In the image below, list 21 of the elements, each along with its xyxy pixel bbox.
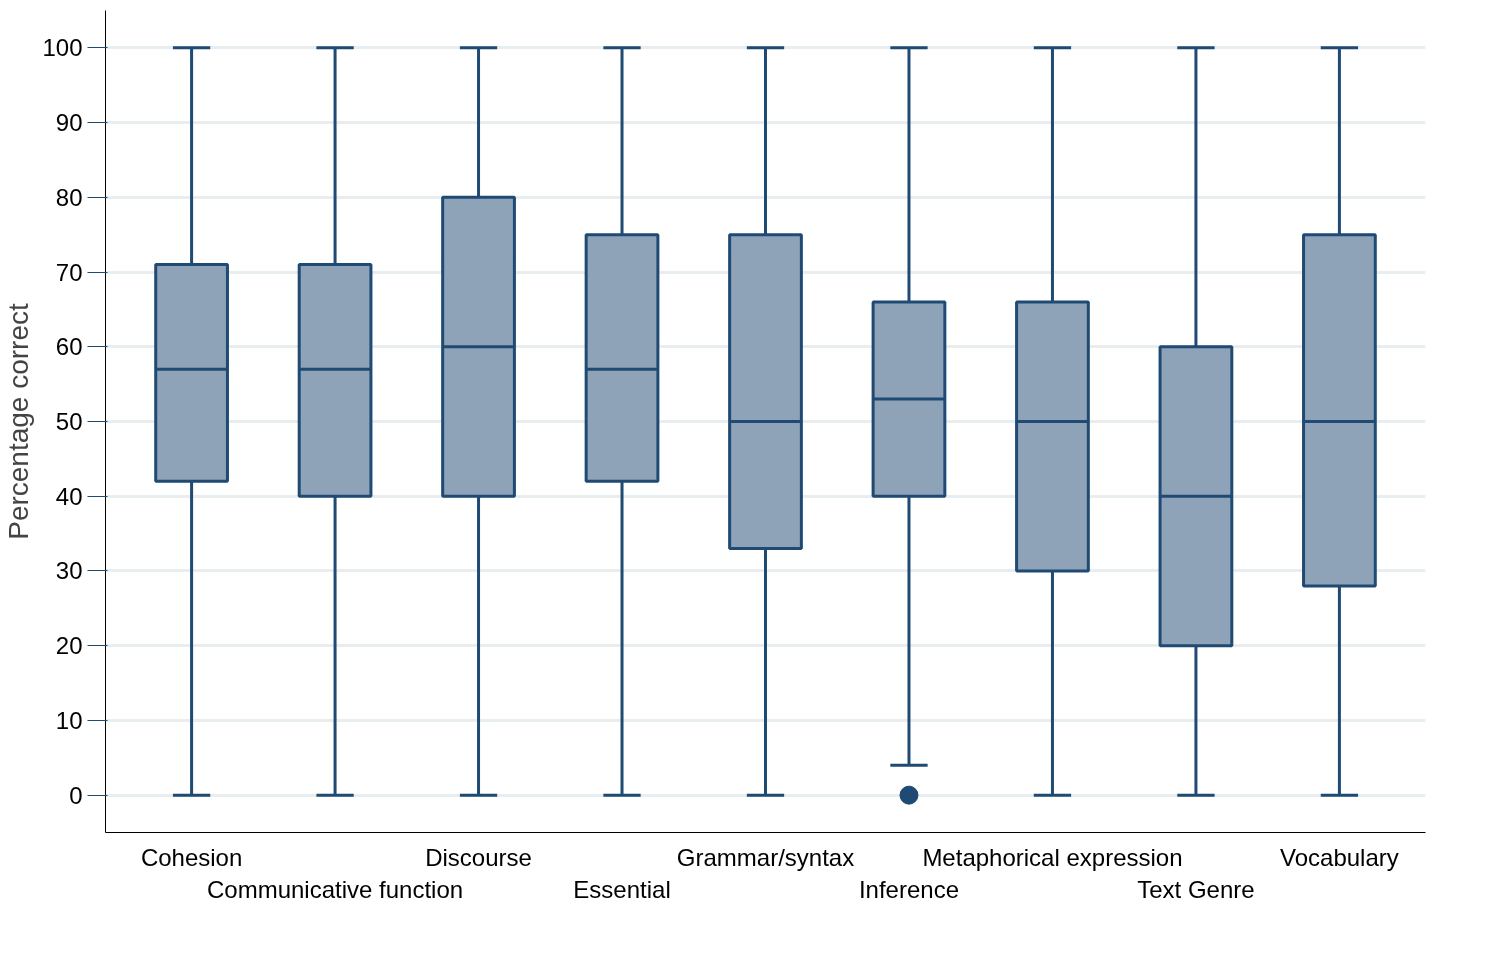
x-tick-label: Vocabulary — [1280, 843, 1399, 871]
y-tick-label: 60 — [55, 333, 83, 361]
x-tick-label: Grammar/syntax — [676, 843, 855, 871]
x-tick-label: Metaphorical expression — [922, 843, 1183, 871]
x-tick-label: Essential — [573, 875, 671, 903]
y-tick-label: 90 — [55, 109, 83, 137]
y-axis-title: Percentage correct — [3, 303, 35, 540]
x-tick-label: Communicative function — [207, 875, 464, 903]
y-tick-label: 0 — [69, 781, 83, 809]
x-tick-label: Inference — [858, 875, 960, 903]
y-tick-label: 20 — [55, 632, 83, 660]
y-tick-label: 40 — [55, 482, 83, 510]
x-tick-label: Text Genre — [1137, 875, 1255, 903]
x-tick-label: Cohesion — [140, 843, 243, 871]
x-tick-label: Discourse — [425, 843, 532, 871]
y-tick-label: 80 — [55, 183, 83, 211]
y-tick-label: 10 — [55, 706, 83, 734]
y-tick-label: 30 — [55, 557, 83, 585]
y-tick-label: 100 — [42, 34, 83, 62]
y-tick-label: 50 — [55, 408, 83, 435]
y-tick-label: 70 — [55, 258, 83, 286]
